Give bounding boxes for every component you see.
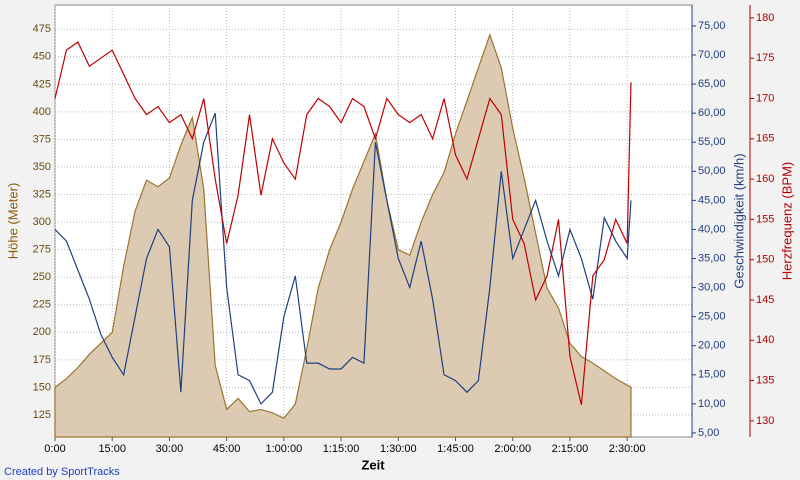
y-tick-label: 400 [33,106,51,118]
y2-tick-label: 75,00 [698,20,726,32]
y3-tick-label: 155 [756,213,774,225]
y-tick-label: 300 [33,216,51,228]
y3-axis-title: Herzfrequenz (BPM) [779,162,794,280]
x-tick-label: 15:00 [98,443,126,455]
y-tick-label: 450 [33,51,51,63]
series-line [54,112,632,405]
y-tick-label: 375 [33,133,51,145]
y-tick-label: 475 [33,23,51,35]
y-tick-label: 225 [33,299,51,311]
y2-tick-label: 35,00 [698,252,726,264]
y2-tick-label: 15,00 [698,369,726,381]
y-tick-label: 150 [33,381,51,393]
y-tick-label: 425 [33,78,51,90]
y2-tick-label: 25,00 [698,311,726,323]
x-axis-title: Zeit [361,457,385,472]
x-tick-label: 1:45:00 [437,443,474,455]
y-tick-label: 275 [33,244,51,256]
y2-tick-label: 30,00 [698,281,726,293]
area [54,32,632,438]
x-tick-label: 2:00:00 [494,443,531,455]
y3-tick-label: 180 [756,12,774,24]
x-tick-label: 2:30:00 [609,443,646,455]
y2-tick-label: 70,00 [698,49,726,61]
y2-tick-label: 55,00 [698,136,726,148]
y-tick-label: 325 [33,188,51,200]
x-tick-label: 0:00 [44,443,65,455]
x-tick-label: 1:15:00 [323,443,360,455]
y2-tick-label: 20,00 [698,340,726,352]
y-axis-title: Höhe (Meter) [5,183,20,260]
credit: Created by SportTracks [4,466,120,478]
y-tick-label: 175 [33,354,51,366]
y-tick-label: 250 [33,271,51,283]
x-tick-label: 30:00 [156,443,184,455]
y3-tick-label: 140 [756,334,774,346]
y2-tick-label: 65,00 [698,78,726,90]
y3-tick-label: 130 [756,415,774,427]
y-tick-label: 125 [33,409,51,421]
y2-tick-label: 60,00 [698,107,726,119]
y2-tick-label: 10,00 [698,398,726,410]
y2-tick-label: 45,00 [698,194,726,206]
y3-tick-label: 170 [756,92,774,104]
y2-tick-label: 50,00 [698,165,726,177]
x-tick-label: 1:00:00 [266,443,303,455]
y2-axis-title: Geschwindigkeit (km/h) [731,153,746,288]
y3-tick-label: 135 [756,374,774,386]
x-tick-label: 1:30:00 [380,443,417,455]
y3-tick-label: 160 [756,173,774,185]
y2-tick-label: 5,00 [698,427,719,439]
y2-tick-label: 40,00 [698,223,726,235]
y3-tick-label: 165 [756,133,774,145]
series-line [54,41,632,405]
x-tick-label: 2:15:00 [552,443,589,455]
y3-tick-label: 175 [756,52,774,64]
y3-tick-label: 145 [756,294,774,306]
y3-tick-label: 150 [756,254,774,266]
x-tick-label: 45:00 [213,443,241,455]
y-tick-label: 200 [33,326,51,338]
y-tick-label: 350 [33,161,51,173]
